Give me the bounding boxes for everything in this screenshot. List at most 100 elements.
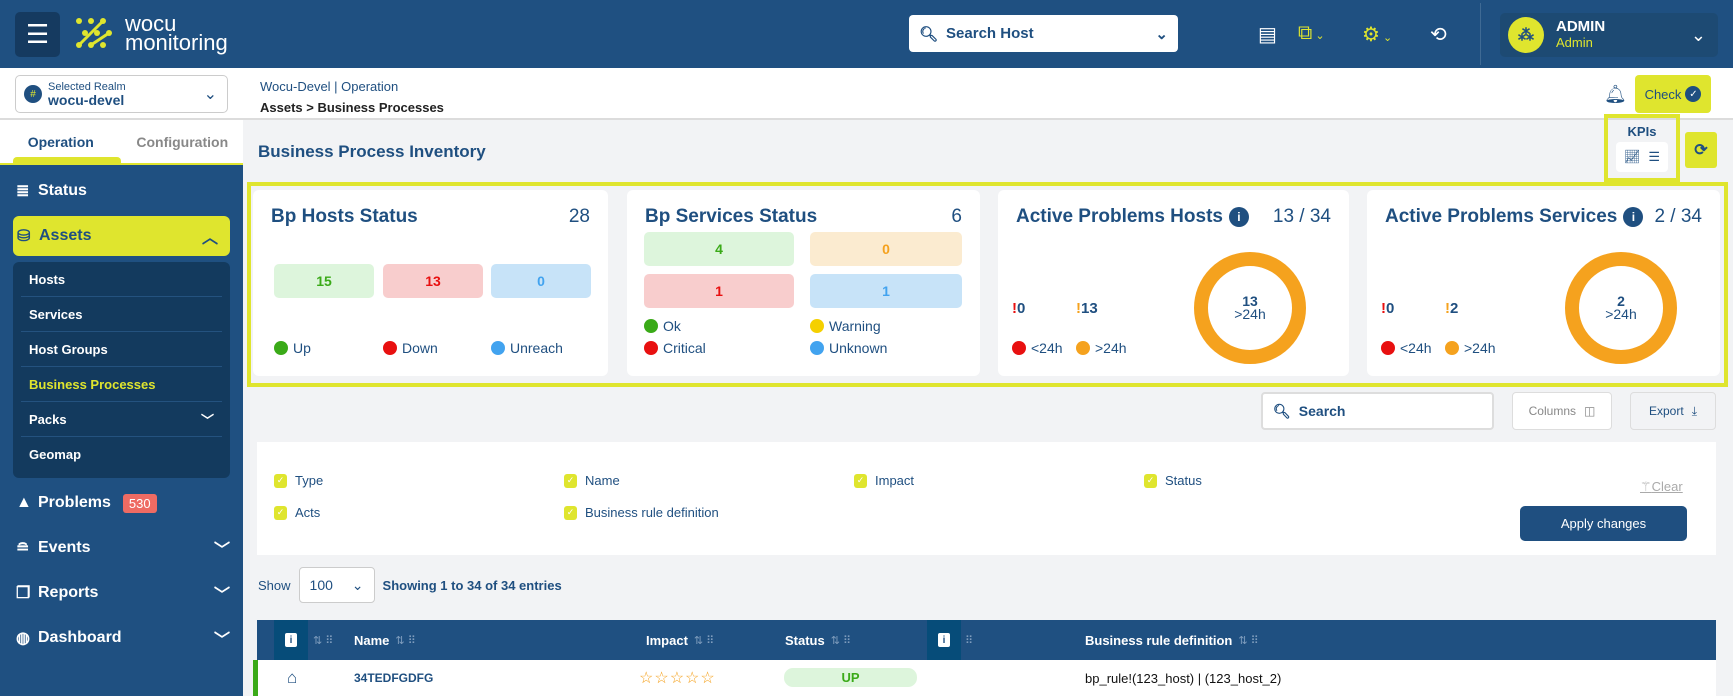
- legend-warning: Warning: [810, 318, 881, 334]
- list-icon[interactable]: ☰: [1648, 149, 1661, 164]
- drag-handle-icon[interactable]: ⠿: [965, 634, 974, 647]
- legend-label: Unknown: [829, 340, 888, 356]
- show-label: Show: [258, 577, 291, 593]
- legend-gt24: >24h: [1076, 340, 1127, 356]
- sidebar-item-label: Status: [38, 182, 87, 199]
- legend-label: Up: [293, 340, 311, 356]
- bell-icon[interactable]: 🔔︎: [1604, 84, 1627, 104]
- home-icon: ⌂: [287, 668, 298, 687]
- column-checkbox-business-rule[interactable]: ✓ Business rule definition: [564, 505, 719, 520]
- sidebar-item-business-processes[interactable]: Business Processes: [21, 367, 222, 402]
- column-checkbox-acts[interactable]: ✓ Acts: [274, 505, 320, 520]
- export-button[interactable]: Export ⤓: [1630, 392, 1716, 430]
- user-menu[interactable]: ⁂ ADMIN Admin ⌄: [1500, 13, 1718, 57]
- sidebar-item-packs[interactable]: Packs ﹀: [21, 402, 222, 437]
- card-title: Active Problems Services: [1385, 206, 1618, 227]
- chevron-down-icon: ﹀: [213, 632, 230, 649]
- column-checkbox-name[interactable]: ✓ Name: [564, 473, 620, 488]
- chevron-down-icon: ⌄: [1155, 25, 1168, 43]
- table-search-input[interactable]: 🔍︎ Search: [1261, 392, 1494, 430]
- info-icon[interactable]: i: [274, 620, 308, 660]
- unreach-count[interactable]: 0: [491, 264, 591, 298]
- donut-label: >24h: [1234, 306, 1266, 322]
- card-title: Active Problems Hosts: [1016, 206, 1223, 227]
- legend-ok: Ok: [644, 318, 681, 334]
- info-icon[interactable]: i: [1228, 206, 1249, 227]
- sidebar-item-reports[interactable]: ❐ Reports ﹀: [16, 581, 230, 605]
- no-sync-icon[interactable]: ⟲: [1430, 24, 1447, 46]
- sidebar-item-status[interactable]: ≣ Status: [16, 180, 230, 202]
- column-checkbox-status[interactable]: ✓ Status: [1144, 473, 1202, 488]
- problems-count-badge: 530: [122, 493, 157, 513]
- realm-selector[interactable]: # Selected Realm wocu-devel ⌄: [15, 75, 228, 113]
- logo-icon: [76, 18, 112, 48]
- refresh-button[interactable]: ⟳: [1685, 132, 1717, 168]
- chevron-down-icon: ﹀: [213, 542, 230, 559]
- sidebar-item-events[interactable]: ≘ Events ﹀: [16, 536, 230, 560]
- menu-icon: ☰: [25, 19, 50, 49]
- info-icon[interactable]: i: [927, 620, 961, 660]
- sidebar-item-label: Assets: [39, 227, 92, 244]
- unknown-count[interactable]: 1: [810, 274, 962, 308]
- row-name[interactable]: 34TEDFGDFG: [354, 671, 434, 685]
- sidebar-item-label: Reports: [38, 584, 99, 601]
- problems-donut[interactable]: 13 >24h: [1194, 252, 1306, 364]
- sidebar-item-services[interactable]: Services: [21, 297, 222, 332]
- critical-count[interactable]: 1: [644, 274, 794, 308]
- sidebar-item-geomap[interactable]: Geomap: [29, 447, 82, 462]
- assets-submenu: Hosts Services Host Groups Business Proc…: [13, 262, 230, 478]
- apply-changes-button[interactable]: Apply changes: [1520, 506, 1687, 541]
- card-total: 28: [568, 206, 590, 227]
- chart-icon[interactable]: 📈︎: [1623, 149, 1641, 164]
- warning-icon: ▲: [16, 494, 32, 511]
- gears-icon[interactable]: ⚙ ⌄: [1362, 24, 1393, 46]
- export-label: Export: [1649, 404, 1684, 418]
- search-host-input[interactable]: 🔍︎ Search Host ⌄: [909, 15, 1178, 52]
- table-row[interactable]: ⌂ 34TEDFGDFG ☆☆☆☆☆ UP bp_rule!(123_host)…: [253, 660, 1716, 696]
- tab-configuration[interactable]: Configuration: [136, 133, 229, 150]
- sidebar-item-problems[interactable]: ▲ Problems 530: [16, 491, 230, 515]
- warning-count[interactable]: 0: [810, 232, 962, 266]
- problems-donut[interactable]: 2 >24h: [1565, 252, 1677, 364]
- sidebar-item-assets[interactable]: ⛁ Assets ︿: [13, 216, 230, 256]
- book-icon[interactable]: ▤: [1258, 24, 1277, 46]
- logo[interactable]: wocu monitoring: [73, 13, 228, 54]
- ok-count[interactable]: 4: [644, 232, 794, 266]
- sidebar-item-host-groups[interactable]: Host Groups: [21, 332, 222, 367]
- page-size-select[interactable]: 100 ⌄: [298, 567, 375, 603]
- list-icon: ≣: [16, 183, 30, 200]
- column-checkbox-type[interactable]: ✓ Type: [274, 473, 323, 488]
- legend-label: >24h: [1464, 340, 1496, 356]
- check-button[interactable]: Check ✓: [1635, 75, 1711, 113]
- column-checkbox-impact[interactable]: ✓ Impact: [854, 473, 914, 488]
- tab-operation[interactable]: Operation: [27, 133, 94, 150]
- column-header-business-rule[interactable]: Business rule definition ⇅ ⠿: [1085, 632, 1259, 648]
- table-header: i ⇅ ⠿ Name ⇅ ⠿ Impact ⇅ ⠿ Status ⇅ ⠿ i ⠿ Bu…: [257, 620, 1716, 660]
- column-header-status[interactable]: Status ⇅ ⠿: [785, 632, 852, 648]
- gt24-count: !13: [1076, 300, 1098, 317]
- columns-button[interactable]: Columns ◫: [1512, 392, 1612, 430]
- up-count[interactable]: 15: [274, 264, 374, 298]
- checkbox-checked-icon: ✓: [564, 505, 577, 520]
- column-header-impact[interactable]: Impact ⇅ ⠿: [646, 632, 715, 648]
- clear-button[interactable]: ⚚Clear: [1640, 479, 1683, 495]
- magic-wand-icon: ⚚: [1640, 479, 1652, 494]
- sidebar-item-hosts[interactable]: Hosts: [21, 262, 222, 297]
- column-header-name[interactable]: Name ⇅ ⠿: [354, 632, 416, 648]
- refresh-icon: ⟳: [1694, 142, 1708, 159]
- realm-value: wocu-devel: [48, 92, 125, 108]
- down-count[interactable]: 13: [383, 264, 483, 298]
- sort-icon[interactable]: ⇅ ⠿: [313, 634, 334, 647]
- card-ratio: 13 / 34: [1272, 206, 1331, 227]
- search-icon: 🔍︎: [919, 25, 939, 43]
- bp-services-status-card: Bp Services Status 6 4 0 1 1 Ok Warning C…: [627, 190, 980, 376]
- external-link-icon[interactable]: ⧉ ⌄: [1298, 22, 1325, 44]
- columns-label: Columns: [1528, 404, 1576, 418]
- active-problems-hosts-card: Active Problems Hosts i 13 / 34 !0 !13 <24…: [998, 190, 1349, 376]
- menu-button[interactable]: ☰: [15, 12, 60, 57]
- copy-icon: ❐: [16, 585, 31, 602]
- legend-label: Down: [402, 340, 438, 356]
- user-name: ADMIN: [1556, 18, 1606, 35]
- info-icon[interactable]: i: [1623, 206, 1644, 227]
- sidebar-item-dashboard[interactable]: ◍ Dashboard ﹀: [16, 626, 230, 650]
